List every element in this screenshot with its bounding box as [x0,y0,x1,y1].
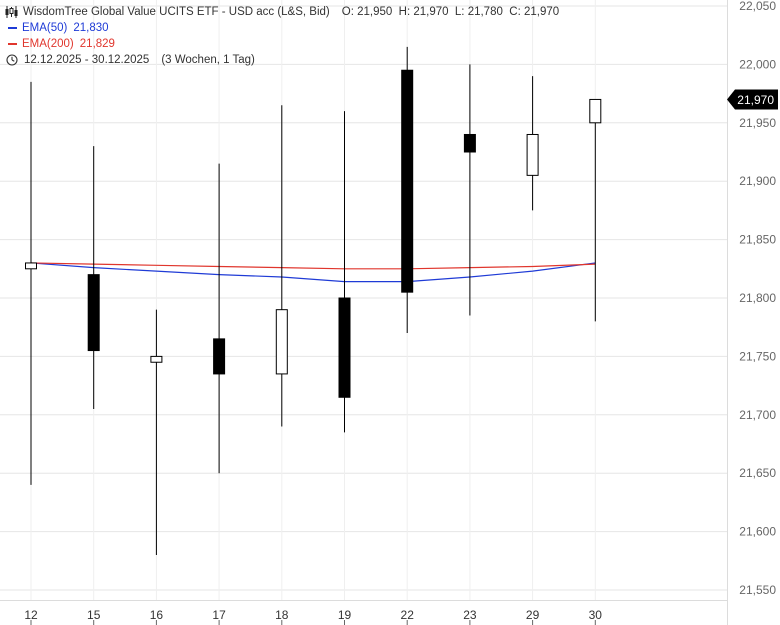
candle-19 [338,111,351,433]
y-tick-label: 21,750 [739,349,776,363]
ema200-legend[interactable]: EMA(200) 21,829 [5,36,559,52]
y-tick-label: 21,800 [739,291,776,305]
x-tick-label: 29 [526,608,540,622]
ema50-line [30,262,596,283]
last-price-tag: 21,970 [727,89,778,110]
ema-lines [30,262,596,283]
y-tick-label: 21,550 [739,583,776,597]
candle-29 [526,76,539,211]
chart-legend: WisdomTree Global Value UCITS ETF - USD … [5,4,559,68]
y-tick-label: 22,050 [739,0,776,13]
candle-17 [213,163,226,474]
y-tick-label: 21,600 [739,525,776,539]
ema200-value: 21,829 [79,38,115,50]
ema200-swatch [8,43,17,45]
candle-body-up [150,355,163,363]
x-tick-label: 23 [463,608,477,622]
x-tick-label: 18 [275,608,289,622]
x-tick-label: 19 [338,608,352,622]
ema200-label: EMA(200) [22,38,74,50]
x-tick-label: 15 [87,608,101,622]
candle-body-down [213,338,226,375]
candle-body-up [25,262,37,270]
period-label: (3 Wochen, 1 Tag) [161,54,255,66]
last-price-badge [727,89,778,110]
candle-body-down [338,297,351,398]
candle-body-up [275,309,288,375]
ohlc-values: O: 21,950 H: 21,970 L: 21,780 C: 21,970 [341,6,560,18]
y-tick-label: 21,850 [739,233,776,247]
candle-body-down [401,69,414,293]
x-tick-label: 16 [150,608,164,622]
ema200-line [30,262,596,270]
ema50-value: 21,830 [73,22,109,34]
period-row: 12.12.2025 - 30.12.2025 (3 Wochen, 1 Tag… [5,52,559,68]
instrument-row: WisdomTree Global Value UCITS ETF - USD … [5,4,559,20]
ema50-legend[interactable]: EMA(50) 21,830 [5,20,559,36]
candle-30 [589,98,602,322]
last-price-label: 21,970 [737,93,774,107]
candle-body-down [463,133,476,153]
candles [25,46,602,555]
x-tick-label: 12 [24,608,38,622]
y-tick-label: 21,700 [739,408,776,422]
grid [0,0,727,600]
candle-body-up [526,133,539,176]
y-tick-label: 21,950 [739,116,776,130]
ema50-swatch [8,27,17,29]
candle-16 [150,309,163,555]
candle-15 [87,146,100,409]
x-tick-label: 22 [401,608,415,622]
ema50-label: EMA(50) [22,22,68,34]
clock-icon [6,54,18,66]
candle-body-up [589,98,602,124]
y-tick-label: 21,900 [739,174,776,188]
date-range: 12.12.2025 - 30.12.2025 [24,54,150,66]
candle-18 [275,105,288,427]
candle-23 [463,64,476,316]
candlestick-icon [5,6,18,18]
candle-22 [401,46,414,334]
x-tick-label: 17 [212,608,226,622]
x-tick-label: 30 [589,608,603,622]
y-tick-label: 21,650 [739,466,776,480]
candle-12 [25,81,37,485]
y-tick-label: 22,000 [739,57,776,71]
candle-body-down [87,274,100,352]
instrument-title: WisdomTree Global Value UCITS ETF - USD … [23,6,330,18]
